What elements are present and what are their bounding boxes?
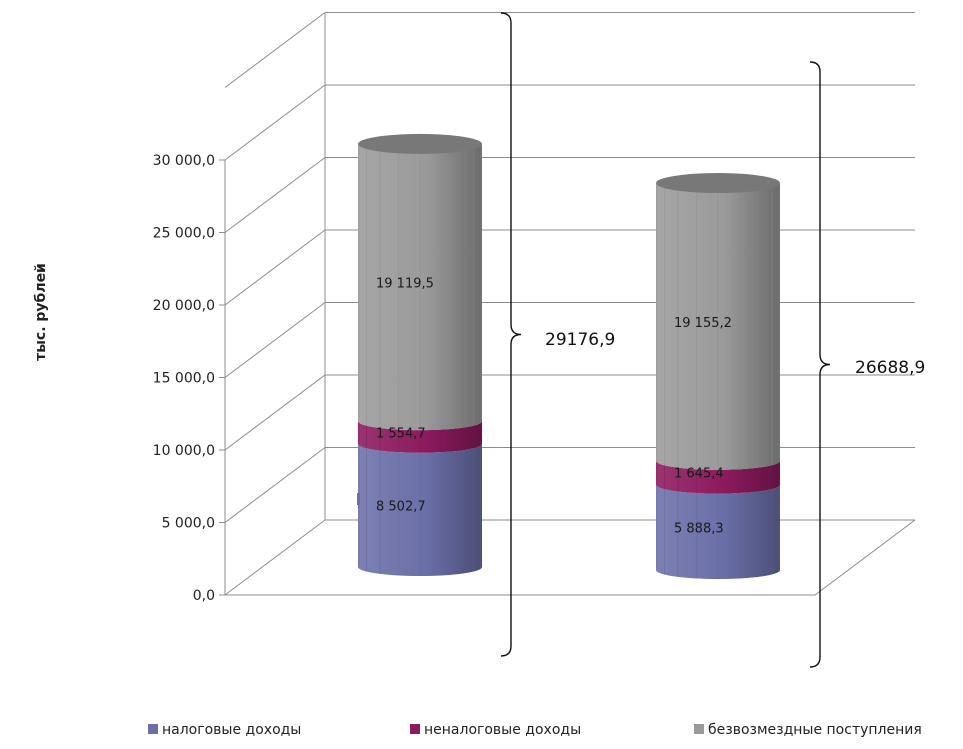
y-axis-title: тыс. рублей	[33, 263, 49, 361]
y-tick-label: 30 000,0	[153, 153, 215, 169]
data-label: 8 502,7	[376, 499, 426, 514]
legend-label: налоговые доходы	[162, 722, 301, 738]
bars-layer	[357, 133, 780, 579]
total-brace	[809, 61, 831, 668]
legend-swatch	[694, 724, 704, 734]
wall-gridline	[224, 302, 326, 378]
y-tick-label: 0,0	[193, 588, 215, 604]
total-brace	[500, 12, 522, 657]
data-label: 5 888,3	[674, 521, 724, 536]
y-tick-label: 10 000,0	[153, 443, 215, 459]
y-tick-label: 15 000,0	[153, 371, 215, 387]
bar-top-cap	[656, 173, 780, 194]
bar-top-cap	[358, 133, 482, 154]
data-label-marker	[357, 493, 360, 505]
data-label: 19 119,5	[376, 277, 434, 292]
wall-gridline	[224, 12, 326, 88]
y-tick-label: 25 000,0	[153, 226, 215, 242]
legend-label: неналоговые доходы	[424, 722, 581, 738]
labels-layer: 8 502,7 1 554,7 19 119,5 5 888,3 1 645,4 19 1…	[357, 12, 925, 668]
floor-right-edge	[814, 519, 916, 596]
legend-swatch	[410, 724, 420, 734]
legend-layer: налоговые доходы неналоговые доходы безвоз…	[148, 722, 922, 738]
data-label: 1 554,7	[376, 426, 426, 441]
wall-gridline	[224, 157, 326, 233]
data-label: 19 155,2	[674, 316, 732, 331]
y-tick-label: 5 000,0	[162, 516, 215, 532]
wall-gridline	[224, 519, 326, 596]
total-label: 26688,9	[855, 358, 925, 378]
total-label: 29176,9	[545, 330, 615, 350]
y-tick-label: 20 000,0	[153, 298, 215, 314]
wall-gridline	[224, 374, 326, 451]
legend-label: безвозмездные поступления	[708, 722, 922, 738]
data-label: 1 645,4	[674, 467, 724, 482]
legend-swatch	[148, 724, 158, 734]
wall-gridline	[224, 229, 326, 306]
wall-gridline	[224, 84, 326, 161]
wall-gridline	[224, 447, 326, 523]
